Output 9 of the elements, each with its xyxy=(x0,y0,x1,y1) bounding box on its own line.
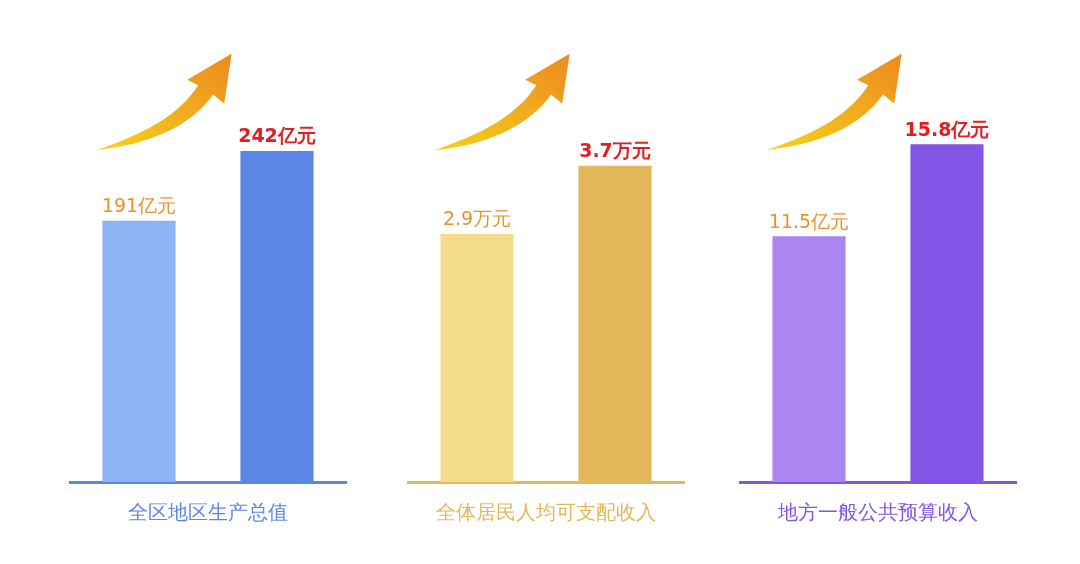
data-label: 2.9万元 xyxy=(442,207,512,230)
data-label: 191亿元 xyxy=(101,194,177,217)
x-axis-title: 全体居民人均可支配收入 xyxy=(436,500,656,525)
data-label: 15.8亿元 xyxy=(904,117,990,140)
data-label: 242亿元 xyxy=(238,124,316,147)
data-label: 11.5亿元 xyxy=(768,209,850,232)
data-label: 3.7万元 xyxy=(579,139,651,162)
x-axis-title: 全区地区生产总值 xyxy=(128,500,288,525)
x-axis-title: 地方一般公共预算收入 xyxy=(777,500,978,525)
